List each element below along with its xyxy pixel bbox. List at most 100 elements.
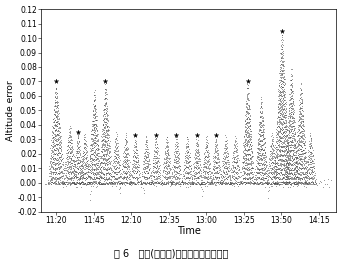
Point (298, 125, 303, 129)
Point (307, 172, 313, 176)
Point (246, 117, 252, 121)
Point (232, 143, 237, 147)
Point (133, 141, 139, 145)
Point (172, 177, 178, 181)
Point (245, 152, 250, 156)
Point (211, 176, 216, 181)
Point (288, 101, 294, 105)
Point (100, 147, 106, 151)
Point (268, 175, 273, 179)
Point (107, 176, 112, 180)
Point (288, 135, 293, 139)
Point (259, 133, 264, 137)
Point (93, 181, 98, 185)
Point (234, 154, 239, 158)
Point (288, 104, 293, 108)
Point (174, 144, 180, 149)
Point (200, 168, 206, 172)
Point (272, 175, 278, 180)
Point (223, 139, 228, 143)
Point (276, 171, 281, 175)
Point (143, 141, 148, 146)
Point (287, 157, 292, 161)
Point (275, 143, 280, 147)
Point (148, 182, 153, 186)
Point (71, 166, 76, 170)
Point (300, 170, 306, 174)
Point (175, 159, 180, 164)
Point (234, 157, 239, 161)
Point (68, 172, 73, 176)
Point (72, 180, 78, 185)
Point (169, 182, 175, 186)
Point (49, 171, 54, 175)
Point (178, 164, 183, 168)
Point (89, 132, 95, 136)
Point (274, 130, 279, 134)
Point (117, 182, 122, 186)
Point (223, 182, 228, 186)
Point (184, 150, 189, 154)
Point (287, 170, 292, 175)
Point (93, 176, 98, 180)
Point (137, 179, 143, 183)
Point (297, 152, 302, 156)
Point (123, 146, 129, 151)
Point (248, 170, 254, 174)
Point (289, 77, 294, 82)
Point (97, 182, 102, 186)
Point (281, 98, 287, 103)
Point (300, 133, 306, 137)
Point (312, 179, 318, 184)
Point (280, 80, 285, 84)
Point (81, 140, 87, 145)
Point (104, 150, 109, 154)
Point (167, 164, 172, 168)
Point (273, 140, 279, 144)
Point (282, 83, 287, 87)
Point (80, 165, 86, 169)
Point (243, 148, 249, 152)
Point (232, 144, 238, 148)
Point (210, 181, 215, 185)
Point (91, 113, 96, 117)
Point (175, 176, 180, 180)
Point (242, 166, 247, 170)
Point (196, 165, 202, 169)
Point (57, 170, 63, 174)
Point (92, 131, 98, 135)
Point (254, 175, 260, 179)
Point (281, 130, 286, 134)
Point (233, 166, 239, 171)
Point (292, 120, 297, 124)
Point (292, 143, 298, 148)
Point (92, 154, 97, 158)
Point (290, 143, 295, 147)
Point (174, 175, 180, 179)
Point (291, 121, 296, 125)
Point (171, 160, 176, 165)
Point (88, 191, 93, 196)
Point (108, 182, 113, 186)
Point (122, 171, 128, 175)
Point (286, 180, 292, 184)
Point (75, 141, 81, 145)
Point (256, 166, 261, 170)
Point (207, 176, 212, 180)
Point (247, 147, 252, 151)
Point (295, 181, 301, 185)
Point (152, 154, 157, 158)
Point (291, 124, 297, 128)
Point (283, 123, 289, 127)
Point (96, 176, 101, 180)
Point (90, 133, 96, 137)
Point (51, 120, 56, 124)
Point (253, 173, 259, 177)
Point (296, 152, 302, 156)
Point (171, 180, 176, 184)
Point (274, 175, 280, 179)
Point (293, 181, 299, 185)
Point (289, 140, 295, 144)
Point (230, 165, 236, 169)
Point (241, 148, 247, 153)
